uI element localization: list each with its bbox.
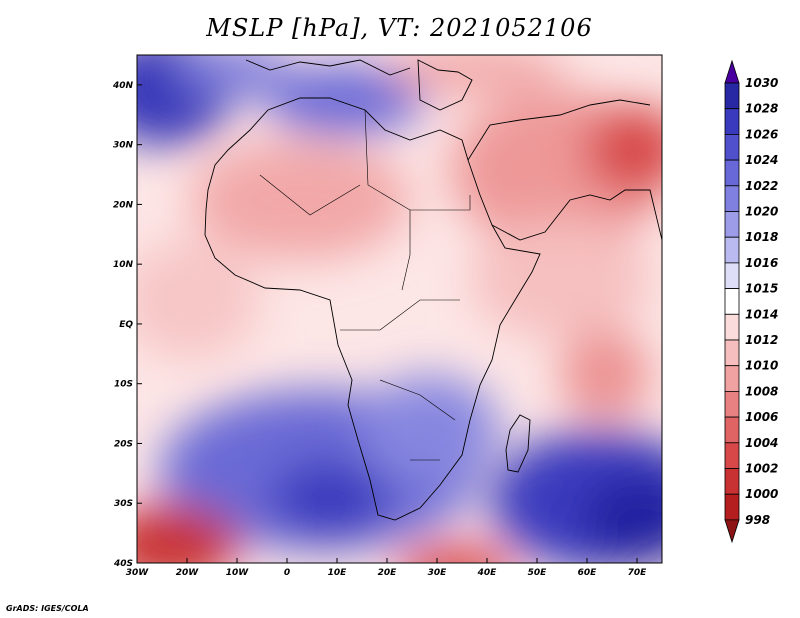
lon-tick-label: 30E bbox=[428, 568, 448, 578]
colorbar-label: 1006 bbox=[745, 410, 778, 424]
map-title: MSLP [hPa], VT: 2021052106 bbox=[206, 14, 593, 42]
colorbar-label: 1000 bbox=[745, 487, 778, 501]
colorbar-label: 1024 bbox=[745, 153, 778, 167]
credit-text: GrADS: IGES/COLA bbox=[6, 604, 89, 613]
lat-tick-label: EQ bbox=[119, 320, 133, 330]
lon-tick-label: 10W bbox=[226, 568, 250, 578]
colorbar-label: 1012 bbox=[745, 333, 778, 347]
latitude-axis: 40S 30S 20S 10S EQ 10N 20N 30N 40N bbox=[112, 81, 142, 569]
colorbar-segment bbox=[724, 211, 740, 238]
colorbar-segment bbox=[724, 159, 740, 187]
colorbar-label: 1008 bbox=[745, 384, 778, 398]
colorbar-segment bbox=[724, 133, 740, 161]
colorbar-segment bbox=[724, 313, 740, 341]
colorbar-segment bbox=[724, 185, 740, 212]
colorbar-label: 1004 bbox=[745, 436, 778, 450]
coastlines bbox=[204, 59, 662, 521]
colorbar-segment bbox=[724, 468, 740, 495]
colorbar-label: 1014 bbox=[745, 307, 778, 321]
colorbar-segment bbox=[724, 262, 740, 289]
colorbar-label: 1030 bbox=[745, 76, 778, 90]
lat-tick-label: 20N bbox=[113, 200, 134, 210]
lon-tick-label: 20E bbox=[378, 568, 398, 578]
colorbar-label: 1020 bbox=[745, 205, 778, 219]
colorbar-label: 1026 bbox=[745, 127, 778, 141]
colorbar-segment bbox=[724, 442, 740, 469]
lon-tick-label: 70E bbox=[628, 568, 648, 578]
lat-tick-label: 40N bbox=[112, 81, 134, 91]
lon-tick-label: 10E bbox=[328, 568, 348, 578]
colorbar-label: 1015 bbox=[745, 282, 778, 296]
colorbar-label: 1016 bbox=[745, 256, 778, 270]
longitude-axis: 30W 20W 10W 0 10E 20E 30E 40E 50E 60E 70E bbox=[126, 558, 647, 578]
colorbar-label: 1022 bbox=[745, 179, 778, 193]
colorbar-label: 998 bbox=[745, 513, 770, 527]
colorbar-bottom-arrow bbox=[724, 519, 740, 544]
colorbar-segment bbox=[724, 339, 740, 367]
lat-tick-label: 30N bbox=[113, 141, 134, 151]
lat-tick-label: 10S bbox=[114, 380, 133, 390]
map-frame bbox=[136, 54, 663, 564]
colorbar-label: 1018 bbox=[745, 230, 778, 244]
colorbar-segment bbox=[724, 108, 740, 135]
lon-tick-label: 0 bbox=[284, 568, 290, 578]
colorbar-label: 1010 bbox=[745, 359, 778, 373]
lat-tick-label: 20S bbox=[114, 439, 133, 449]
lon-tick-label: 50E bbox=[528, 568, 548, 578]
lat-tick-label: 40S bbox=[113, 559, 133, 569]
colorbar-segment bbox=[724, 416, 740, 444]
lon-tick-label: 30W bbox=[126, 568, 150, 578]
colorbar-label: 1028 bbox=[745, 102, 778, 116]
colorbar-segment bbox=[724, 493, 740, 521]
lat-tick-label: 30S bbox=[114, 499, 133, 509]
colorbar-segment bbox=[724, 390, 740, 418]
colorbar-label: 1002 bbox=[745, 462, 778, 476]
lon-tick-label: 60E bbox=[578, 568, 598, 578]
colorbar-segment bbox=[724, 365, 740, 392]
colorbar: 1030 1028 1026 1024 1022 1020 1018 1016 1015 1014… bbox=[724, 59, 778, 544]
colorbar-segment bbox=[724, 82, 740, 110]
colorbar-top-arrow bbox=[724, 59, 740, 84]
colorbar-segment bbox=[724, 288, 740, 315]
lon-tick-label: 20W bbox=[176, 568, 200, 578]
pressure-field bbox=[137, 55, 662, 563]
lat-tick-label: 10N bbox=[113, 260, 134, 270]
lon-tick-label: 40E bbox=[477, 568, 498, 578]
colorbar-segment bbox=[724, 236, 740, 264]
